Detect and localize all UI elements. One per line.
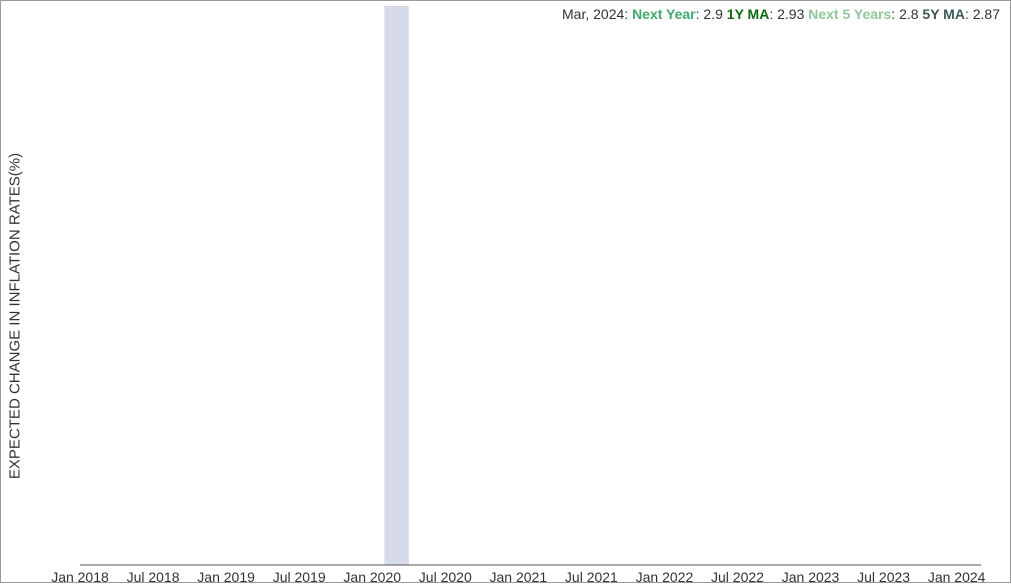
y-axis-label-wrapper: EXPECTED CHANGE IN INFLATION RATES(%) (0, 1, 30, 584)
legend-colon: : (624, 6, 633, 22)
legend-value-next-year: 2.9 (703, 6, 723, 22)
x-tick-label: Jan 2023 (782, 569, 840, 584)
x-tick-label: Jul 2023 (857, 569, 910, 584)
x-tick-label: Jul 2019 (273, 569, 326, 584)
x-tick-label: Jul 2018 (127, 569, 180, 584)
legend-value-1y-ma: 2.93 (777, 6, 805, 22)
x-tick-label: Jan 2019 (197, 569, 255, 584)
legend-name-next-year: Next Year (632, 6, 696, 22)
legend-value-5y-ma: 2.87 (972, 6, 1000, 22)
legend-date: Mar, 2024 (562, 6, 625, 22)
x-tick-label: Jan 2018 (51, 569, 109, 584)
x-tick-label: Jan 2020 (343, 569, 401, 584)
y-axis-label: EXPECTED CHANGE IN INFLATION RATES(%) (6, 152, 24, 480)
x-tick-label: Jul 2022 (711, 569, 764, 584)
recession-band-layer (384, 6, 409, 565)
x-tick-label: Jul 2020 (419, 569, 472, 584)
legend-name-5y-ma: 5Y MA (922, 6, 965, 22)
legend: Mar, 2024: Next Year: 2.9 1Y MA: 2.93 Ne… (562, 6, 1000, 22)
x-tick-label: Jan 2024 (928, 569, 986, 584)
legend-name-1y-ma: 1Y MA (726, 6, 770, 22)
recession-band (384, 6, 409, 565)
x-tick-label: Jan 2022 (636, 569, 694, 584)
legend-value-next-5-years: 2.8 (899, 6, 919, 22)
x-tick-label: Jan 2021 (490, 569, 548, 584)
x-tick-label: Jul 2021 (565, 569, 618, 584)
legend-name-next-5-years: Next 5 Years (808, 6, 892, 22)
